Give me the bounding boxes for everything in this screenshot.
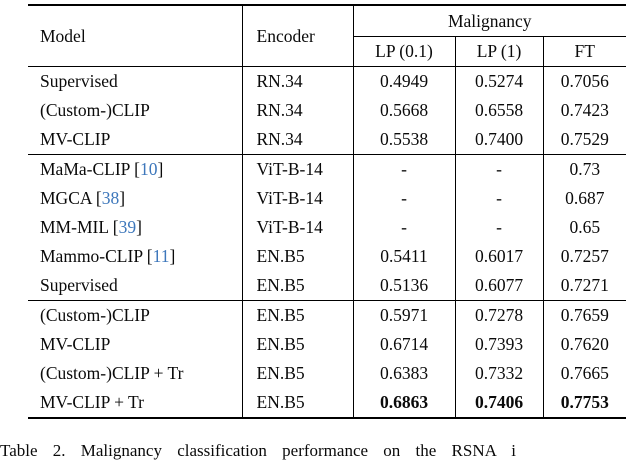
citation-link[interactable]: 11 bbox=[152, 246, 170, 266]
model-cell: (Custom-)CLIP + Tr bbox=[28, 359, 243, 388]
ft-cell: 0.7423 bbox=[560, 100, 609, 120]
model-cell: MV-CLIP + Tr bbox=[28, 388, 243, 418]
column-header-ft: FT bbox=[543, 36, 626, 67]
table-row: (Custom-)CLIP RN.34 0.5668 0.6558 0.7423 bbox=[28, 96, 626, 125]
lp1-cell: - bbox=[455, 154, 544, 184]
ft-cell: 0.7529 bbox=[560, 129, 609, 149]
lp1-cell: - bbox=[455, 213, 544, 242]
encoder-cell: RN.34 bbox=[242, 66, 354, 96]
ft-cell: 0.7659 bbox=[543, 300, 626, 330]
lp01-cell: - bbox=[353, 184, 456, 213]
model-cell: MV-CLIP bbox=[28, 330, 243, 359]
table-row: MM-MIL [39] ViT-B-14- -0.65 bbox=[28, 213, 626, 242]
model-cell: Supervised bbox=[28, 66, 243, 96]
lp01-cell: 0.6714 bbox=[353, 330, 456, 359]
ft-cell: 0.687 bbox=[565, 188, 605, 208]
column-group-malignancy: Malignancy bbox=[353, 5, 626, 37]
lp01-cell: 0.6863 bbox=[353, 388, 456, 418]
table-row: Supervised RN.34 0.4949 0.5274 0.7056 bbox=[28, 66, 626, 96]
model-cell: Mammo-CLIP [11] bbox=[28, 242, 243, 271]
lp01-cell: - bbox=[353, 154, 456, 184]
table-row: MV-CLIP + Tr EN.B5 0.6863 0.7406 0.7753 bbox=[28, 388, 626, 418]
model-cell: MM-MIL [39] bbox=[28, 213, 243, 242]
encoder-cell: EN.B5 bbox=[242, 300, 354, 330]
table-row: Supervised EN.B5 0.5136 0.6077 0.7271 bbox=[28, 271, 626, 301]
lp1-cell: 0.6017 bbox=[455, 242, 544, 271]
lp1-cell: 0.5274 bbox=[455, 66, 544, 96]
encoder-cell: RN.34 bbox=[242, 125, 354, 155]
lp01-cell: 0.5136 bbox=[353, 271, 456, 301]
encoder-cell: EN.B5 bbox=[242, 242, 354, 271]
lp01-cell: 0.5668 bbox=[353, 96, 456, 125]
model-cell: MaMa-CLIP [10] bbox=[28, 154, 243, 184]
header-row-subcols: LP (0.1) LP (1) FT bbox=[28, 36, 626, 67]
ft-cell: 0.7620 bbox=[560, 334, 609, 354]
lp01-cell: 0.5971 bbox=[353, 300, 456, 330]
lp1-cell: 0.7400 bbox=[455, 125, 544, 155]
model-cell: MV-CLIP bbox=[28, 125, 243, 155]
model-cell: (Custom-)CLIP bbox=[28, 96, 243, 125]
encoder-cell: EN.B5 bbox=[242, 330, 354, 359]
header-row-group: Model Encoder Malignancy bbox=[28, 5, 626, 67]
column-header-lp1: LP (1) bbox=[455, 36, 544, 67]
ft-cell: 0.73 bbox=[543, 154, 626, 184]
lp1-cell: 0.7332 bbox=[455, 359, 544, 388]
table-caption: Table 2. Malignancy classification perfo… bbox=[0, 441, 516, 460]
ft-cell: 0.7271 bbox=[560, 275, 609, 295]
table-row: MGCA [38] ViT-B-14- -0.687 bbox=[28, 184, 626, 213]
model-cell: MGCA [38] bbox=[28, 184, 243, 213]
lp1-cell: 0.7278 bbox=[455, 300, 544, 330]
column-header-model: Model bbox=[28, 5, 243, 67]
lp01-cell: 0.5411 bbox=[353, 242, 456, 271]
citation-link[interactable]: 39 bbox=[118, 217, 137, 237]
ft-cell: 0.7056 bbox=[560, 71, 609, 91]
lp1-cell: 0.6077 bbox=[455, 271, 544, 301]
table-row: (Custom-)CLIP EN.B5 0.5971 0.7278 0.7659 bbox=[28, 300, 626, 330]
ft-cell: 0.7665 bbox=[560, 363, 609, 383]
ft-cell: 0.7753 bbox=[560, 392, 609, 412]
ft-cell: 0.7257 bbox=[560, 246, 609, 266]
table-header: Model Encoder Malignancy LP (0.1) LP (1)… bbox=[28, 5, 626, 67]
encoder-cell: ViT-B-14 bbox=[242, 213, 354, 242]
citation-link[interactable]: 38 bbox=[101, 188, 120, 208]
encoder-cell: ViT-B-14 bbox=[242, 154, 354, 184]
lp01-cell: 0.5538 bbox=[353, 125, 456, 155]
lp1-cell: - bbox=[455, 184, 544, 213]
lp1-cell: 0.7406 bbox=[455, 388, 544, 418]
encoder-cell: RN.34 bbox=[242, 96, 354, 125]
citation-link[interactable]: 10 bbox=[139, 159, 158, 179]
column-header-lp01: LP (0.1) bbox=[353, 36, 456, 67]
encoder-cell: EN.B5 bbox=[242, 359, 354, 388]
model-cell: (Custom-)CLIP bbox=[28, 300, 243, 330]
lp01-cell: 0.4949 bbox=[353, 66, 456, 96]
table-row: Mammo-CLIP [11] EN.B5 0.5411 0.6017 0.7257 bbox=[28, 242, 626, 271]
column-header-encoder: Encoder bbox=[242, 5, 354, 67]
table-row: MV-CLIP EN.B5 0.6714 0.7393 0.7620 bbox=[28, 330, 626, 359]
encoder-cell: EN.B5 bbox=[242, 271, 354, 301]
table-body: Supervised RN.34 0.4949 0.5274 0.7056 (Custom… bbox=[28, 66, 626, 418]
lp1-cell: 0.7393 bbox=[455, 330, 544, 359]
encoder-cell: ViT-B-14 bbox=[242, 184, 354, 213]
lp01-cell: - bbox=[353, 213, 456, 242]
ft-cell: 0.65 bbox=[569, 217, 601, 237]
encoder-cell: EN.B5 bbox=[242, 388, 354, 418]
table-row: MaMa-CLIP [10] ViT-B-14- -0.73 bbox=[28, 154, 626, 184]
model-cell: Supervised bbox=[28, 271, 243, 301]
malignancy-results-table: Model Encoder Malignancy LP (0.1) LP (1)… bbox=[28, 4, 626, 419]
lp1-cell: 0.6558 bbox=[455, 96, 544, 125]
table-row: MV-CLIP RN.34 0.5538 0.7400 0.7529 bbox=[28, 125, 626, 155]
lp01-cell: 0.6383 bbox=[353, 359, 456, 388]
table-row: (Custom-)CLIP + Tr EN.B5 0.6383 0.7332 0.766… bbox=[28, 359, 626, 388]
